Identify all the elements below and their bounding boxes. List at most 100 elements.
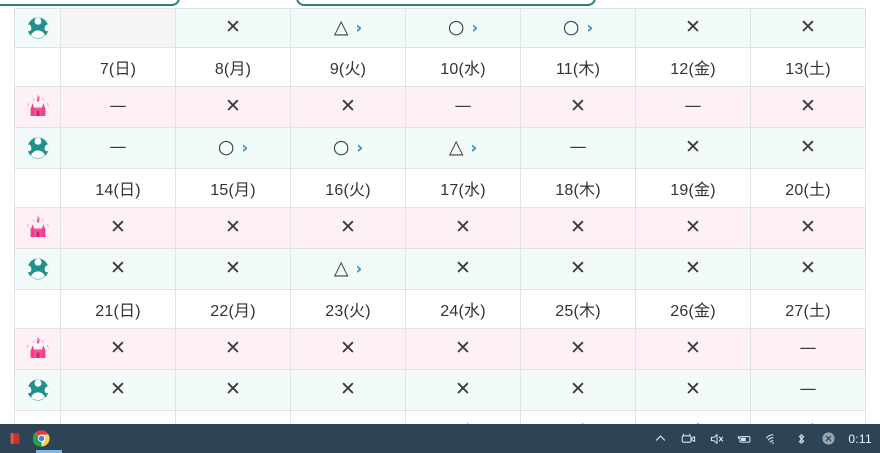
globe-icon	[25, 256, 51, 282]
availability-mark: ✕	[225, 380, 241, 399]
status-cell-land: ✕	[520, 86, 636, 128]
bluetooth-icon[interactable]	[792, 430, 809, 447]
tab-chip-2[interactable]	[296, 0, 596, 6]
park-row-sea: ✕ △ › ○ › ○ › ✕ ✕	[14, 8, 866, 48]
chevron-up-icon[interactable]	[652, 430, 669, 447]
status-cell-sea: ✕	[635, 369, 751, 411]
status-symbol: ✕	[110, 216, 126, 238]
availability-mark: ✕	[570, 218, 586, 237]
availability-mark: ✕	[800, 138, 816, 157]
availability-mark: ✕	[110, 259, 126, 278]
availability-mark: ✕	[800, 97, 816, 116]
status-symbol: —	[799, 379, 817, 399]
status-cell-land: —	[60, 86, 176, 128]
status-cell-sea[interactable]: ○ ›	[520, 8, 636, 48]
status-cell-land: —	[405, 86, 521, 128]
date-header-row: 21(日) 22(月) 23(火) 24(水) 25(木) 26(金) 27(土)	[14, 289, 866, 329]
availability-mark: ✕	[225, 218, 241, 237]
chevron-right-icon[interactable]: ›	[356, 137, 364, 157]
availability-mark: ✕	[110, 380, 126, 399]
date-cell[interactable]: 9(火)	[290, 47, 406, 87]
clock[interactable]: 0:11	[848, 431, 872, 446]
status-cell-sea[interactable]: ○ ›	[175, 127, 291, 169]
status-cell-sea[interactable]: ○ ›	[290, 127, 406, 169]
wifi-icon[interactable]	[764, 430, 781, 447]
chrome-icon[interactable]	[33, 430, 50, 447]
date-cell[interactable]: 14(日)	[60, 168, 176, 208]
status-cell-sea: ✕	[635, 127, 751, 169]
date-cell[interactable]: 19(金)	[635, 168, 751, 208]
availability-mark: ✕	[570, 97, 586, 116]
speaker-muted-icon[interactable]	[708, 430, 725, 447]
availability-mark[interactable]: ○ ›	[218, 138, 248, 157]
status-cell-land: ✕	[635, 328, 751, 370]
availability-mark[interactable]: △ ›	[334, 18, 362, 37]
recycle-bin-icon[interactable]	[6, 430, 23, 447]
chevron-right-icon[interactable]: ›	[471, 17, 479, 37]
chevron-right-icon[interactable]: ›	[355, 258, 363, 278]
date-cell[interactable]: 11(木)	[520, 47, 636, 87]
status-symbol: —	[569, 137, 587, 157]
availability-mark[interactable]: ○ ›	[563, 18, 593, 37]
availability-mark: ✕	[800, 218, 816, 237]
battery-icon[interactable]	[736, 430, 753, 447]
chevron-right-icon[interactable]: ›	[586, 17, 594, 37]
availability-mark[interactable]: ○ ›	[333, 138, 363, 157]
date-cell[interactable]: 15(月)	[175, 168, 291, 208]
availability-mark: —	[685, 98, 702, 115]
date-cell[interactable]: 18(木)	[520, 168, 636, 208]
status-symbol: △	[448, 136, 464, 158]
date-header-row: 14(日) 15(月) 16(火) 17(水) 18(木) 19(金) 20(土)	[14, 168, 866, 208]
availability-mark[interactable]: △ ›	[334, 259, 362, 278]
date-cell[interactable]: 20(土)	[750, 168, 866, 208]
status-cell-sea: —	[520, 127, 636, 169]
date-cell[interactable]: 10(水)	[405, 47, 521, 87]
chevron-right-icon[interactable]: ›	[470, 137, 478, 157]
status-symbol: △	[333, 257, 349, 279]
status-symbol: ✕	[455, 257, 471, 279]
status-cell-sea[interactable]: ○ ›	[405, 8, 521, 48]
castle-icon	[25, 215, 51, 241]
date-cell[interactable]: 12(金)	[635, 47, 751, 87]
park-row-sea: ✕ ✕ △ › ✕ ✕ ✕ ✕	[14, 248, 866, 290]
status-cell-land: —	[635, 86, 751, 128]
status-cell-sea: ✕	[175, 8, 291, 48]
status-symbol: ✕	[340, 216, 356, 238]
globe-icon	[25, 15, 51, 41]
status-cell-land: ✕	[750, 207, 866, 249]
chevron-right-icon[interactable]: ›	[355, 17, 363, 37]
date-cell[interactable]: 22(月)	[175, 289, 291, 329]
close-badge-icon[interactable]	[820, 430, 837, 447]
park-row-land: ✕ ✕ ✕ ✕ ✕ ✕ —	[14, 328, 866, 370]
status-symbol: ✕	[570, 337, 586, 359]
availability-mark: ✕	[800, 259, 816, 278]
date-cell[interactable]: 24(水)	[405, 289, 521, 329]
row-icon-cell	[14, 207, 61, 249]
status-cell-sea[interactable]: △ ›	[290, 248, 406, 290]
date-cell[interactable]: 25(木)	[520, 289, 636, 329]
date-cell[interactable]: 7(日)	[60, 47, 176, 87]
date-cell[interactable]: 26(金)	[635, 289, 751, 329]
status-cell-sea: ✕	[290, 369, 406, 411]
availability-mark: —	[800, 381, 817, 398]
status-cell-land: ✕	[175, 86, 291, 128]
tab-chip-1[interactable]	[0, 0, 180, 6]
date-cell[interactable]: 27(土)	[750, 289, 866, 329]
date-cell[interactable]: 16(火)	[290, 168, 406, 208]
date-cell[interactable]: 13(土)	[750, 47, 866, 87]
status-cell-sea[interactable]: △ ›	[290, 8, 406, 48]
status-cell-land: ✕	[405, 328, 521, 370]
availability-mark[interactable]: △ ›	[449, 138, 477, 157]
date-cell[interactable]: 17(水)	[405, 168, 521, 208]
status-cell-sea[interactable]: △ ›	[405, 127, 521, 169]
date-cell[interactable]: 8(月)	[175, 47, 291, 87]
chevron-right-icon[interactable]: ›	[241, 137, 249, 157]
status-symbol: —	[799, 338, 817, 358]
camera-icon[interactable]	[680, 430, 697, 447]
park-row-sea: ✕ ✕ ✕ ✕ ✕ ✕ —	[14, 369, 866, 411]
date-cell[interactable]: 23(火)	[290, 289, 406, 329]
date-cell[interactable]: 21(日)	[60, 289, 176, 329]
availability-mark[interactable]: ○ ›	[448, 18, 478, 37]
status-cell-land: ✕	[175, 328, 291, 370]
